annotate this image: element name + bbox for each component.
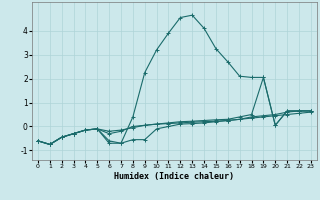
X-axis label: Humidex (Indice chaleur): Humidex (Indice chaleur)	[115, 172, 234, 181]
